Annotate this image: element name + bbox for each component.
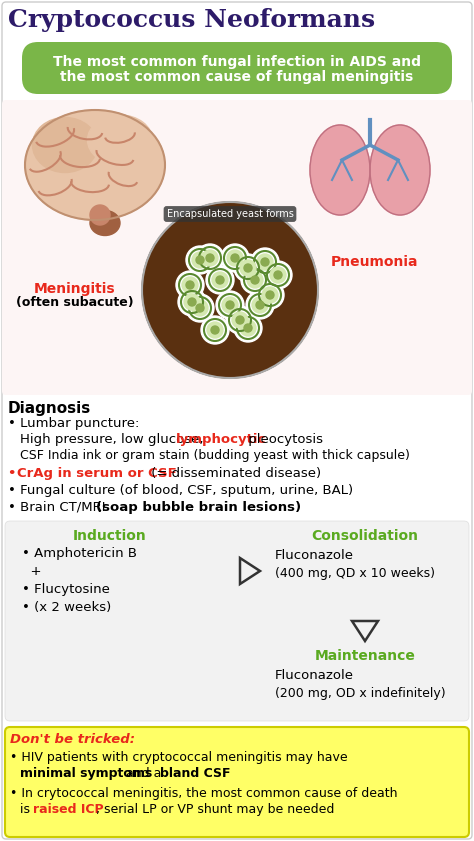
Text: Pneumonia: Pneumonia <box>331 255 419 269</box>
Circle shape <box>207 322 223 338</box>
Text: Fluconazole: Fluconazole <box>275 669 354 682</box>
Circle shape <box>202 250 218 266</box>
Circle shape <box>216 276 224 284</box>
Text: +: + <box>22 565 42 578</box>
Text: (200 mg, OD x indefinitely): (200 mg, OD x indefinitely) <box>275 687 446 700</box>
Text: CSF India ink or gram stain (budding yeast with thick capsule): CSF India ink or gram stain (budding yea… <box>20 449 410 462</box>
Text: • Brain CT/MRI: • Brain CT/MRI <box>8 501 110 514</box>
Circle shape <box>216 291 244 319</box>
FancyBboxPatch shape <box>5 521 469 721</box>
Text: pleocytosis: pleocytosis <box>244 433 323 446</box>
Circle shape <box>252 297 268 313</box>
Circle shape <box>240 260 256 276</box>
Text: Cryptococcus Neoformans: Cryptococcus Neoformans <box>8 8 375 32</box>
Circle shape <box>232 312 248 328</box>
Circle shape <box>251 248 279 276</box>
Text: (400 mg, QD x 10 weeks): (400 mg, QD x 10 weeks) <box>275 567 435 580</box>
Text: •: • <box>8 467 21 480</box>
Circle shape <box>256 301 264 309</box>
Text: The most common fungal infection in AIDS and: The most common fungal infection in AIDS… <box>53 55 421 69</box>
Text: • Flucytosine: • Flucytosine <box>22 583 110 596</box>
Text: • Lumbar puncture:: • Lumbar puncture: <box>8 417 139 430</box>
Text: lymphocytic: lymphocytic <box>176 433 266 446</box>
Text: High pressure, low glucose,: High pressure, low glucose, <box>20 433 208 446</box>
FancyBboxPatch shape <box>2 100 472 395</box>
Text: Fluconazole: Fluconazole <box>275 549 354 562</box>
Text: minimal symptoms: minimal symptoms <box>20 767 152 780</box>
Circle shape <box>234 254 262 282</box>
Ellipse shape <box>90 205 110 225</box>
Circle shape <box>176 271 204 299</box>
Circle shape <box>222 297 238 313</box>
Text: raised ICP: raised ICP <box>33 803 104 816</box>
Ellipse shape <box>88 115 153 165</box>
Circle shape <box>186 246 214 274</box>
Text: (= disseminated disease): (= disseminated disease) <box>147 467 321 480</box>
Ellipse shape <box>25 110 165 220</box>
Text: Induction: Induction <box>73 529 147 543</box>
Text: Diagnosis: Diagnosis <box>8 401 91 416</box>
Circle shape <box>196 256 204 264</box>
Text: and a: and a <box>122 767 165 780</box>
Circle shape <box>226 301 234 309</box>
Circle shape <box>234 314 262 342</box>
Circle shape <box>182 277 198 293</box>
Text: • HIV patients with cryptococcal meningitis may have: • HIV patients with cryptococcal meningi… <box>10 751 347 764</box>
Text: • Amphotericin B: • Amphotericin B <box>22 547 137 560</box>
Circle shape <box>270 267 286 283</box>
Text: Consolidation: Consolidation <box>311 529 419 543</box>
Circle shape <box>192 252 208 268</box>
Circle shape <box>231 254 239 262</box>
Circle shape <box>264 261 292 289</box>
Circle shape <box>240 320 256 336</box>
Text: • In crytococcal meningitis, the most common cause of death: • In crytococcal meningitis, the most co… <box>10 787 398 800</box>
FancyBboxPatch shape <box>22 42 452 94</box>
Circle shape <box>196 304 204 312</box>
Text: Maintenance: Maintenance <box>315 649 415 663</box>
Circle shape <box>201 316 229 344</box>
Circle shape <box>192 300 208 316</box>
Ellipse shape <box>33 118 98 172</box>
Text: Don't be tricked:: Don't be tricked: <box>10 733 135 746</box>
Circle shape <box>274 271 282 279</box>
Circle shape <box>236 316 244 324</box>
Circle shape <box>262 287 278 303</box>
Circle shape <box>196 244 224 272</box>
Circle shape <box>227 250 243 266</box>
Text: is: is <box>20 803 34 816</box>
Circle shape <box>244 324 252 332</box>
Text: (soap bubble brain lesions): (soap bubble brain lesions) <box>96 501 301 514</box>
Circle shape <box>247 272 263 288</box>
Ellipse shape <box>310 125 370 215</box>
Circle shape <box>188 298 196 306</box>
Circle shape <box>256 281 284 309</box>
Text: CrAg in serum or CSF: CrAg in serum or CSF <box>17 467 177 480</box>
Text: (often subacute): (often subacute) <box>16 296 134 309</box>
Circle shape <box>186 281 194 289</box>
Text: the most common cause of fungal meningitis: the most common cause of fungal meningit… <box>60 70 414 84</box>
Circle shape <box>241 266 269 294</box>
Circle shape <box>261 258 269 266</box>
Text: bland CSF: bland CSF <box>160 767 230 780</box>
Circle shape <box>226 306 254 334</box>
Circle shape <box>251 276 259 284</box>
Circle shape <box>211 326 219 334</box>
Circle shape <box>266 291 274 299</box>
Text: • Fungal culture (of blood, CSF, sputum, urine, BAL): • Fungal culture (of blood, CSF, sputum,… <box>8 484 353 497</box>
Circle shape <box>186 294 214 322</box>
Text: Encapsulated yeast forms: Encapsulated yeast forms <box>166 209 293 219</box>
Circle shape <box>257 254 273 270</box>
Circle shape <box>221 244 249 272</box>
Circle shape <box>246 291 274 319</box>
Circle shape <box>244 264 252 272</box>
Circle shape <box>212 272 228 288</box>
Circle shape <box>206 254 214 262</box>
Text: • (x 2 weeks): • (x 2 weeks) <box>22 601 111 614</box>
FancyBboxPatch shape <box>5 727 469 837</box>
Circle shape <box>206 266 234 294</box>
Ellipse shape <box>90 210 120 235</box>
Text: Meningitis: Meningitis <box>34 282 116 296</box>
Circle shape <box>178 288 206 316</box>
Text: , serial LP or VP shunt may be needed: , serial LP or VP shunt may be needed <box>96 803 334 816</box>
